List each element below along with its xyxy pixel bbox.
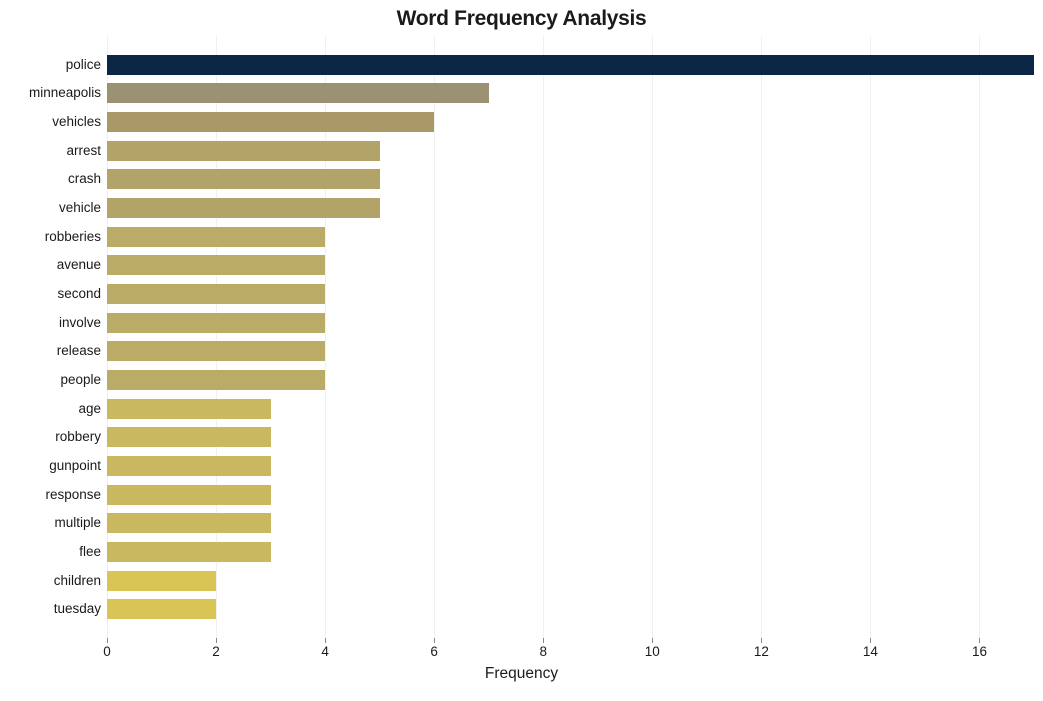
x-tick-mark (216, 638, 217, 643)
grid-line (870, 36, 871, 638)
grid-line (761, 36, 762, 638)
x-tick-label: 16 (972, 644, 987, 659)
grid-line (652, 36, 653, 638)
x-tick-mark (870, 638, 871, 643)
bar (107, 227, 325, 247)
y-tick-label: crash (6, 169, 101, 189)
x-tick-mark (652, 638, 653, 643)
bar (107, 485, 271, 505)
bar (107, 198, 380, 218)
bar (107, 571, 216, 591)
bar (107, 313, 325, 333)
y-tick-label: response (6, 485, 101, 505)
bar (107, 169, 380, 189)
bar (107, 284, 325, 304)
y-tick-label: tuesday (6, 599, 101, 619)
bar (107, 456, 271, 476)
y-tick-label: avenue (6, 255, 101, 275)
y-tick-label: involve (6, 313, 101, 333)
grid-line (979, 36, 980, 638)
x-tick-label: 2 (212, 644, 220, 659)
bar (107, 370, 325, 390)
x-tick-label: 14 (863, 644, 878, 659)
chart-title: Word Frequency Analysis (0, 7, 1043, 31)
x-tick-label: 6 (430, 644, 438, 659)
x-tick-mark (543, 638, 544, 643)
x-tick-mark (325, 638, 326, 643)
y-tick-label: flee (6, 542, 101, 562)
bar (107, 341, 325, 361)
x-tick-label: 4 (321, 644, 329, 659)
x-tick-label: 12 (754, 644, 769, 659)
y-tick-label: multiple (6, 513, 101, 533)
bar (107, 599, 216, 619)
y-tick-label: minneapolis (6, 83, 101, 103)
chart-container: Word Frequency Analysis Frequency 0 2 4 6 8 1… (0, 0, 1043, 701)
y-tick-label: second (6, 284, 101, 304)
y-tick-label: children (6, 571, 101, 591)
grid-line (543, 36, 544, 638)
y-tick-label: people (6, 370, 101, 390)
bar (107, 542, 271, 562)
y-tick-label: robberies (6, 227, 101, 247)
y-tick-label: vehicle (6, 198, 101, 218)
bar (107, 427, 271, 447)
x-tick-label: 10 (645, 644, 660, 659)
bar (107, 112, 434, 132)
plot-area (107, 36, 1034, 638)
x-tick-mark (107, 638, 108, 643)
y-tick-label: age (6, 399, 101, 419)
y-tick-label: gunpoint (6, 456, 101, 476)
y-tick-label: robbery (6, 427, 101, 447)
bar (107, 513, 271, 533)
bar (107, 255, 325, 275)
x-tick-label: 0 (103, 644, 111, 659)
bar (107, 55, 1034, 75)
x-tick-label: 8 (539, 644, 547, 659)
x-tick-mark (979, 638, 980, 643)
y-tick-label: police (6, 55, 101, 75)
x-tick-mark (434, 638, 435, 643)
x-axis-label: Frequency (0, 665, 1043, 683)
y-tick-label: vehicles (6, 112, 101, 132)
bar (107, 83, 489, 103)
y-tick-label: arrest (6, 141, 101, 161)
grid-line (434, 36, 435, 638)
bar (107, 141, 380, 161)
y-tick-label: release (6, 341, 101, 361)
x-tick-mark (761, 638, 762, 643)
bar (107, 399, 271, 419)
